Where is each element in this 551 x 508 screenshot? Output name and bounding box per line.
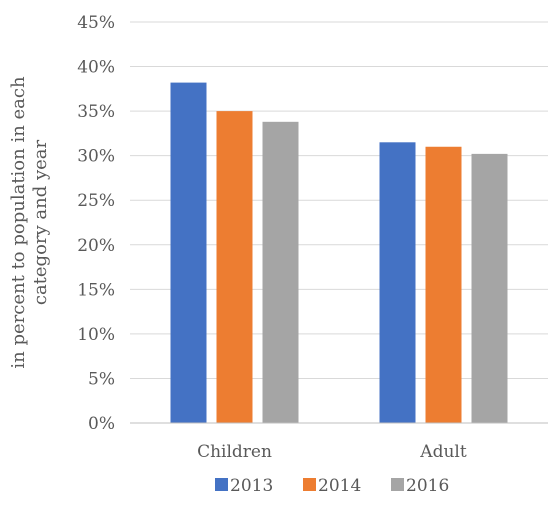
- y-tick-label: 45%: [77, 13, 115, 33]
- legend-label: 2016: [406, 476, 449, 496]
- y-tick-label: 40%: [77, 58, 115, 78]
- legend-swatch-2016: [391, 478, 404, 491]
- legend-swatch-2014: [303, 478, 316, 491]
- y-tick-label: 15%: [77, 280, 115, 300]
- bar-adult-2016: [471, 153, 508, 423]
- bar-children-2016: [262, 121, 299, 423]
- bar-adult-2014: [425, 146, 462, 423]
- y-tick-label: 5%: [88, 369, 115, 389]
- y-tick-label: 25%: [77, 191, 115, 211]
- y-tick-label: 30%: [77, 147, 115, 167]
- y-axis-ticks: 0% 5% 10% 15% 20% 25% 30% 35% 40% 45%: [77, 13, 115, 434]
- y-tick-label: 10%: [77, 325, 115, 345]
- y-axis-label: in percent to population in eachcategory…: [8, 76, 51, 369]
- bar-children-2013: [170, 82, 207, 424]
- y-axis-label-line: category and year: [30, 139, 51, 305]
- bar-children-2014: [216, 111, 253, 423]
- bars: [170, 82, 508, 424]
- y-axis-label-line: in percent to population in each: [8, 76, 29, 369]
- category-label: Children: [197, 442, 272, 462]
- category-labels: Children Adult: [197, 442, 467, 462]
- legend-label: 2014: [318, 476, 361, 496]
- legend-label: 2013: [230, 476, 273, 496]
- bar-adult-2013: [379, 142, 416, 424]
- legend: 2013 2014 2016: [215, 476, 449, 496]
- legend-swatch-2013: [215, 478, 228, 491]
- category-label: Adult: [419, 442, 467, 462]
- y-tick-label: 35%: [77, 102, 115, 122]
- y-tick-label: 0%: [88, 414, 115, 434]
- y-tick-label: 20%: [77, 236, 115, 256]
